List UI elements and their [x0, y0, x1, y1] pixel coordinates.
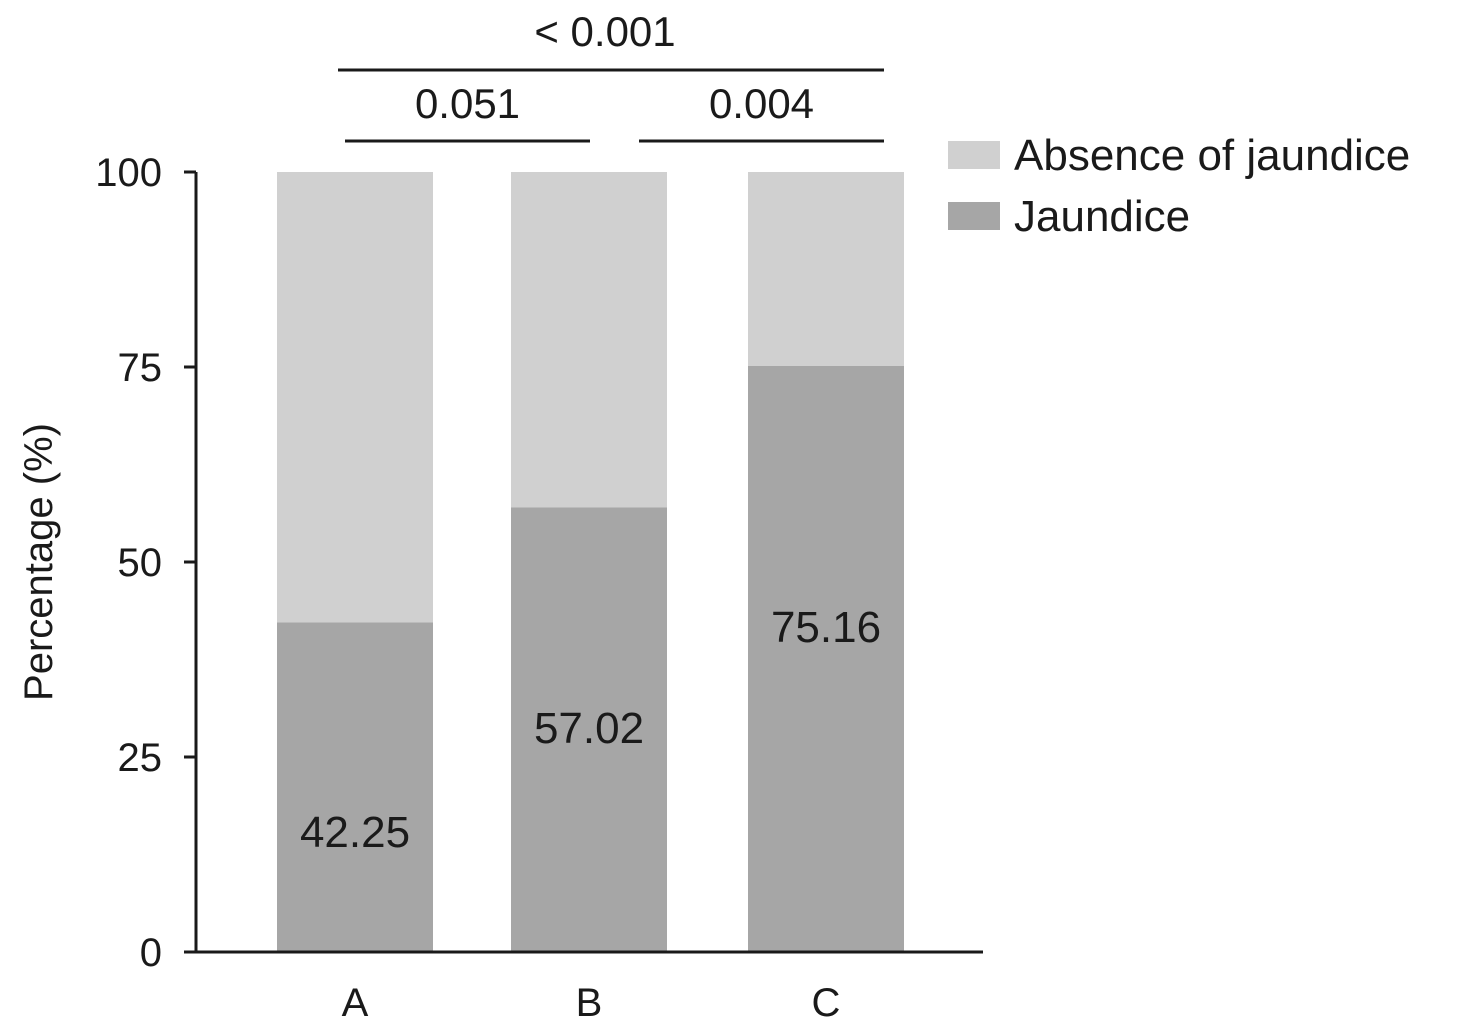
bar-segment-absence-b: [511, 172, 667, 508]
x-tick-label-a: A: [342, 981, 369, 1025]
bar-segment-absence-a: [277, 172, 433, 623]
legend-swatch-absence: [948, 141, 1000, 169]
legend: Absence of jaundice Jaundice: [948, 131, 1410, 241]
bar-segment-jaundice-c: [748, 365, 904, 952]
legend-swatch-jaundice: [948, 202, 1000, 230]
bar-segment-absence-c: [748, 172, 904, 366]
bar-segment-jaundice-b: [511, 507, 667, 952]
data-label-b: 57.02: [534, 704, 644, 753]
x-tick-label-b: B: [576, 981, 603, 1025]
y-ticks-group: 0 25 50 75 100: [95, 151, 196, 975]
legend-label-absence: Absence of jaundice: [1014, 131, 1410, 180]
bar-segment-jaundice-a: [277, 622, 433, 952]
data-label-c: 75.16: [771, 603, 881, 652]
data-labels-group: 42.25 57.02 75.16: [300, 603, 881, 857]
significance-label: < 0.001: [534, 8, 675, 55]
y-tick-label: 100: [95, 151, 162, 195]
legend-label-jaundice: Jaundice: [1014, 192, 1190, 241]
significance-label: 0.004: [709, 80, 814, 127]
bars-group: [277, 172, 904, 952]
data-label-a: 42.25: [300, 808, 410, 857]
y-tick-label: 25: [118, 736, 163, 780]
y-tick-label: 75: [118, 346, 163, 390]
x-tick-label-c: C: [812, 981, 841, 1025]
y-tick-label: 0: [140, 931, 162, 975]
significance-label: 0.051: [415, 80, 520, 127]
x-ticks-group: A B C: [342, 981, 841, 1025]
y-axis-title: Percentage (%): [17, 423, 61, 701]
significance-brackets: 0.051 0.004 < 0.001: [338, 8, 884, 143]
y-tick-label: 50: [118, 541, 163, 585]
